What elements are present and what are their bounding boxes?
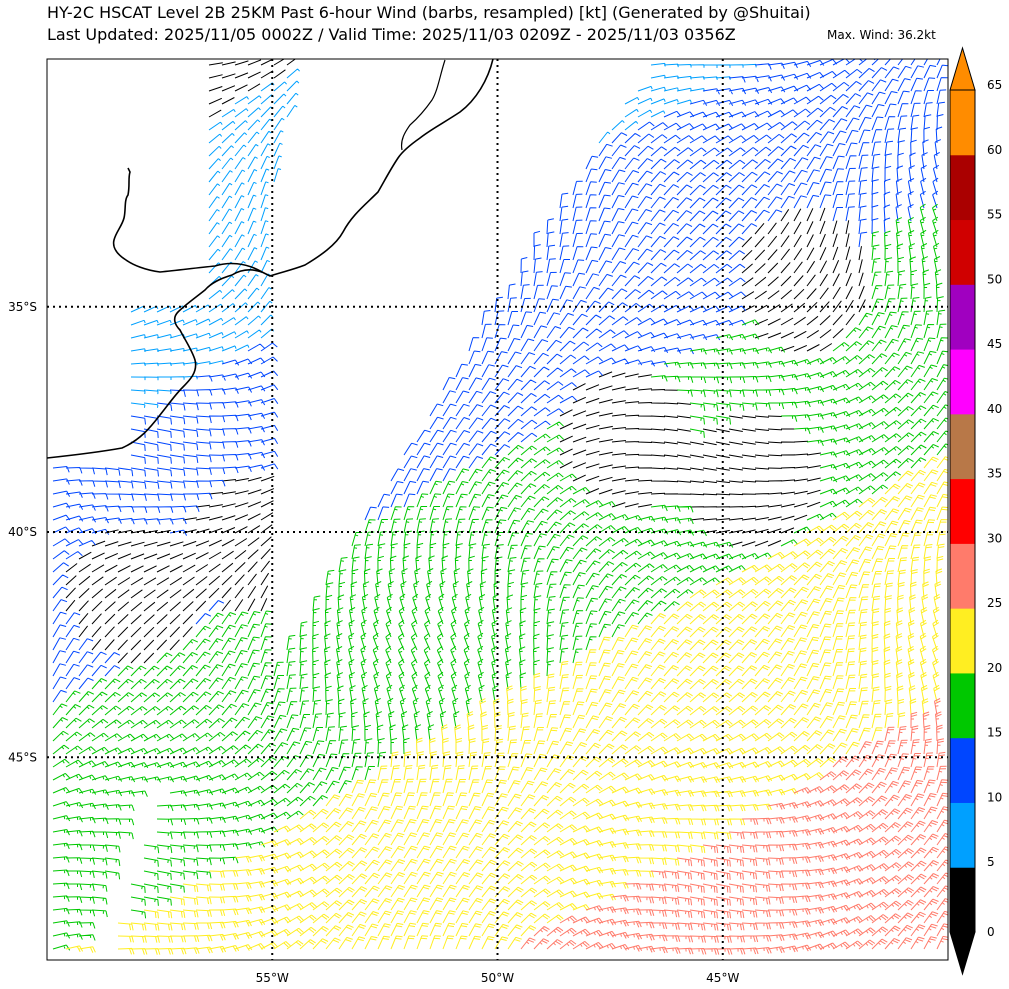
colorbar-segment xyxy=(950,90,975,156)
wind-barb-group xyxy=(65,456,948,955)
colorbar: 0 5 10 15 20 25 30 35 40 45 50 55 60 65 xyxy=(949,46,1002,976)
axis-ticks: 35°S 40°S 45°S 55°W 50°W 45°W xyxy=(8,300,739,985)
colorbar-segment xyxy=(950,737,975,803)
gridlines xyxy=(47,59,948,960)
colorbar-label: 60 xyxy=(987,143,1002,157)
lagoon-shore xyxy=(400,59,446,151)
lat-tick-label: 40°S xyxy=(8,525,37,539)
colorbar-segment xyxy=(950,154,975,221)
colorbar-segment xyxy=(950,608,975,674)
colorbar-segment xyxy=(950,478,975,544)
coastline-path xyxy=(47,59,494,459)
wind-barb-group xyxy=(130,62,757,408)
colorbar-label: 15 xyxy=(987,726,1002,740)
lon-tick-label: 55°W xyxy=(256,971,289,985)
colorbar-segment xyxy=(950,219,975,285)
colorbar-label: 0 xyxy=(987,925,995,939)
colorbar-segment xyxy=(950,413,975,480)
colorbar-label: 55 xyxy=(987,208,1002,222)
colorbar-label: 20 xyxy=(987,661,1002,675)
lat-tick-label: 35°S xyxy=(8,300,37,314)
colorbar-label: 65 xyxy=(987,78,1002,92)
river-plate-north-shore xyxy=(112,167,263,273)
colorbar-segment xyxy=(950,349,975,415)
colorbar-label: 50 xyxy=(987,272,1002,286)
colorbar-label: 30 xyxy=(987,531,1002,545)
colorbar-label: 45 xyxy=(987,337,1002,351)
max-wind-label: Max. Wind: 36.2kt xyxy=(827,28,936,42)
colorbar-segment xyxy=(950,802,975,868)
wind-barb-group xyxy=(520,698,948,955)
lat-tick-label: 45°S xyxy=(8,750,37,764)
colorbar-frame xyxy=(949,89,976,933)
lon-tick-label: 50°W xyxy=(481,971,514,985)
colorbar-extend-max xyxy=(949,46,976,91)
wind-barb-group xyxy=(52,59,948,703)
wind-barbs-layer xyxy=(52,59,948,955)
colorbar-label: 40 xyxy=(987,402,1002,416)
colorbar-segment xyxy=(950,543,975,609)
lon-tick-label: 45°W xyxy=(706,971,739,985)
colorbar-segment xyxy=(950,284,975,350)
colorbar-segment xyxy=(950,672,975,739)
colorbar-label: 25 xyxy=(987,596,1002,610)
colorbar-extend-min xyxy=(949,931,976,976)
title-line-2: Last Updated: 2025/11/05 0002Z / Valid T… xyxy=(47,25,736,44)
colorbar-segment xyxy=(950,867,975,933)
title-line-1: HY-2C HSCAT Level 2B 25KM Past 6-hour Wi… xyxy=(47,3,811,22)
wind-barb-group xyxy=(65,59,866,664)
colorbar-label: 10 xyxy=(987,790,1002,804)
coastline xyxy=(47,59,494,459)
colorbar-label: 35 xyxy=(987,467,1002,481)
map-frame xyxy=(46,58,949,961)
colorbar-label: 5 xyxy=(987,855,995,869)
